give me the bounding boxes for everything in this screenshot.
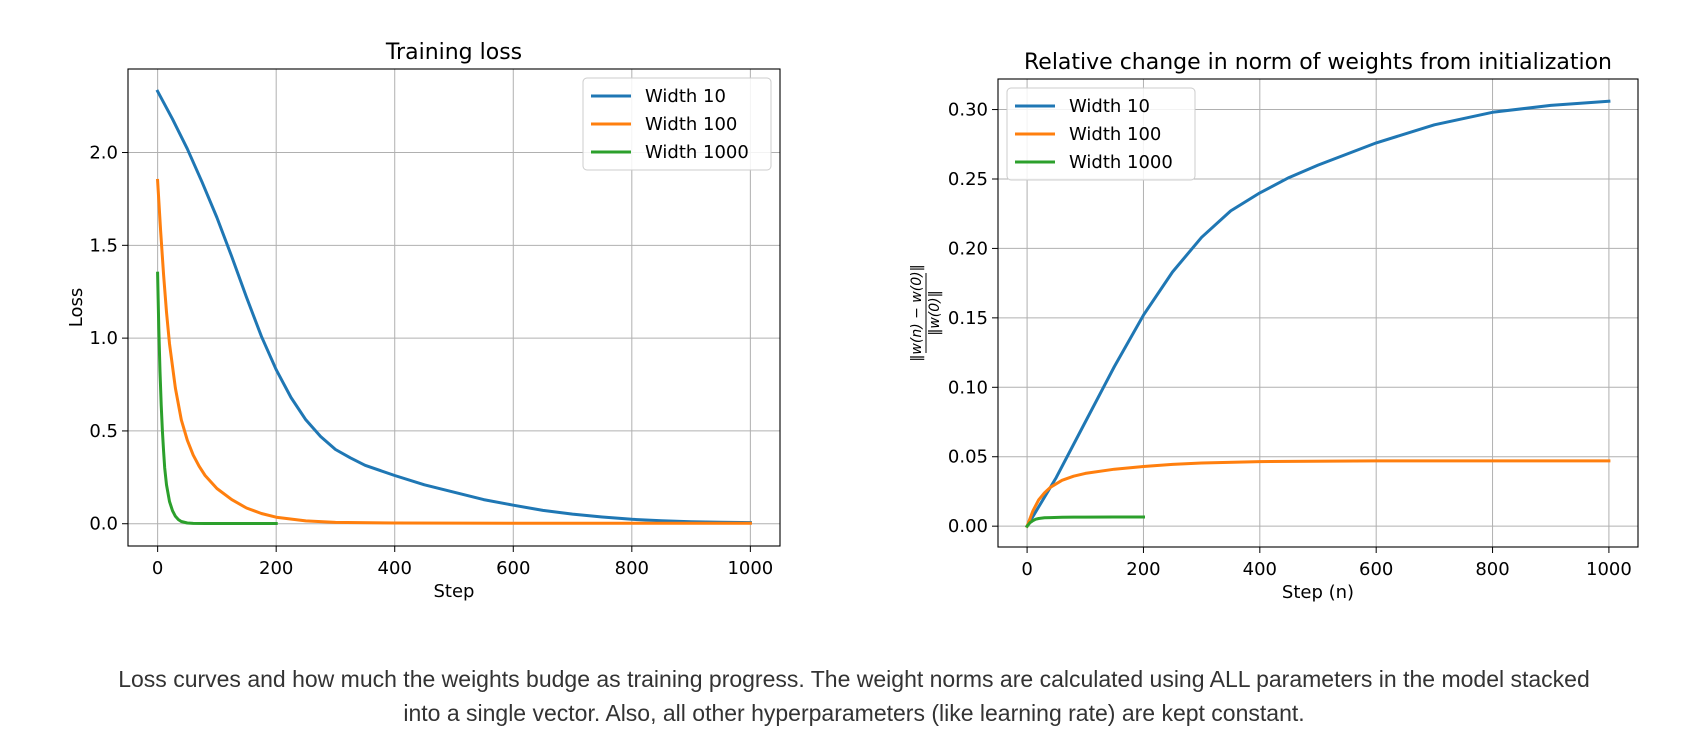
legend-box (1006, 87, 1196, 181)
x-axis-label: Step (n) (1282, 582, 1354, 603)
y-tick-label: 0.00 (948, 516, 988, 537)
chart-title: Relative change in norm of weights from … (1024, 50, 1612, 75)
y-axis-label: ‖w(n) − w(0)‖ ‖w(0)‖ (909, 264, 943, 361)
x-tick-label: 1000 (727, 558, 773, 579)
x-tick-label: 0 (152, 558, 163, 579)
x-tick-label: 1000 (1586, 559, 1632, 580)
y-tick-label: 0.0 (89, 514, 118, 535)
legend: Width 10 Width 100 Width 1000 (582, 77, 772, 171)
x-tick-label: 800 (1475, 559, 1509, 580)
y-tick-label: 0.30 (948, 100, 988, 121)
legend-label: Width 1000 (645, 142, 749, 163)
y-axis-label-numerator: ‖w(n) − w(0)‖ (909, 264, 925, 361)
series-line-width-1000 (1024, 515, 1145, 529)
x-tick-label: 400 (1243, 559, 1277, 580)
series-line-width-1000 (156, 271, 278, 525)
legend-label: Width 10 (1069, 96, 1150, 117)
legend-label: Width 10 (645, 86, 726, 107)
y-axis-label: Loss (66, 288, 87, 327)
x-tick-label: 200 (259, 558, 293, 579)
figure-caption: Loss curves and how much the weights bud… (0, 662, 1708, 730)
y-tick-label: 2.0 (89, 143, 118, 164)
series-line-width-10 (1025, 99, 1611, 529)
legend-box (582, 77, 772, 171)
caption-line-1: Loss curves and how much the weights bud… (118, 666, 1590, 692)
x-tick-label: 600 (1359, 559, 1393, 580)
series-line-width-100 (1025, 459, 1611, 529)
legend-label: Width 1000 (1069, 152, 1173, 173)
x-tick-label: 400 (378, 558, 412, 579)
y-tick-label: 0.20 (948, 238, 988, 259)
legend-label: Width 100 (1069, 124, 1161, 145)
y-tick-label: 0.05 (948, 447, 988, 468)
caption-line-2: into a single vector. Also, all other hy… (403, 700, 1305, 726)
y-tick-label: 0.10 (948, 377, 988, 398)
series-line-width-10 (155, 89, 752, 525)
x-tick-label: 600 (496, 558, 530, 579)
x-axis-label: Step (434, 581, 475, 602)
x-tick-label: 200 (1126, 559, 1160, 580)
legend: Width 10 Width 100 Width 1000 (1006, 87, 1196, 181)
y-tick-label: 1.5 (89, 235, 118, 256)
figure: 0 200 400 600 800 1000 0.0 0.5 1.0 1.5 2.0 Training… (66, 40, 1639, 603)
chart-title: Training loss (385, 40, 522, 65)
y-axis-label-denominator: ‖w(0)‖ (927, 290, 943, 335)
x-tick-label: 0 (1021, 559, 1032, 580)
series-line-width-100 (156, 178, 752, 525)
chart-panel-1: 0 200 400 600 800 1000 0.0 0.5 1.0 1.5 2.0 Training… (66, 40, 781, 602)
y-tick-label: 1.0 (89, 328, 118, 349)
x-tick-label: 800 (615, 558, 649, 579)
legend-label: Width 100 (645, 114, 737, 135)
y-tick-label: 0.5 (89, 421, 118, 442)
chart-panel-2: 0 200 400 600 800 1000 0.00 0.05 0.10 0.15 0.20 0.2… (909, 50, 1639, 603)
axes-frame (127, 68, 781, 547)
axes-frame (997, 78, 1639, 548)
y-tick-label: 0.25 (948, 169, 988, 190)
y-tick-label: 0.15 (948, 308, 988, 329)
